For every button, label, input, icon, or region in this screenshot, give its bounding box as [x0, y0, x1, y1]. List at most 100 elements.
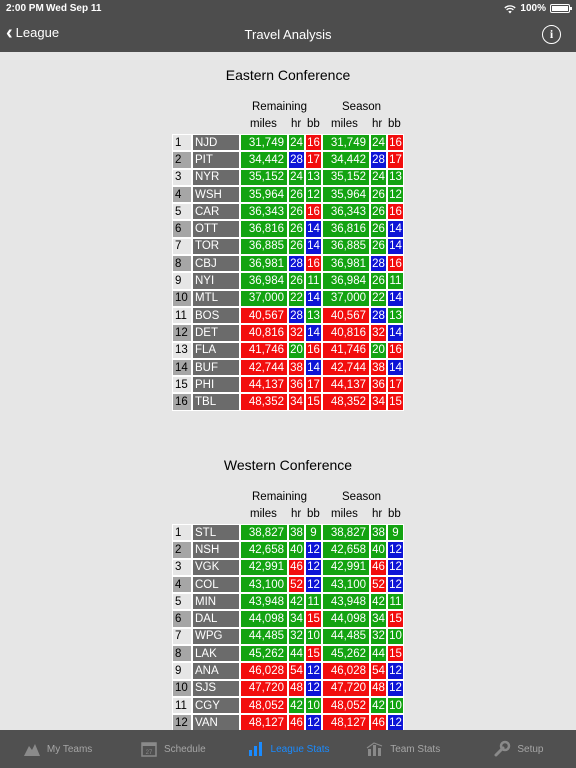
season-hr-cell: 48 [370, 679, 387, 697]
team-cell: NYI [192, 272, 240, 290]
remaining-miles-cell: 35,152 [240, 168, 288, 186]
header-hr-remaining: hr [291, 508, 302, 520]
remaining-hr-cell: 26 [288, 272, 305, 290]
table-row[interactable]: 10 MTL 37,000 22 14 37,000 22 14 [172, 289, 404, 307]
table-row[interactable]: 2 PIT 34,442 28 17 34,442 28 17 [172, 151, 404, 169]
season-miles-cell: 44,485 [322, 627, 370, 646]
tab-league-stats[interactable]: League Stats [230, 730, 345, 768]
table-row[interactable]: 4 WSH 35,964 26 12 35,964 26 12 [172, 185, 404, 204]
remaining-miles-cell: 36,343 [240, 203, 288, 221]
eastern-table: 1 NJD 31,749 24 16 31,749 24 16 2 PIT 34,442 28 17 34… [172, 134, 404, 411]
season-miles-cell: 34,442 [322, 151, 370, 169]
rank-cell: 8 [172, 645, 192, 663]
season-bb-cell: 16 [387, 203, 404, 221]
rank-cell: 3 [172, 558, 192, 576]
table-row[interactable]: 5 MIN 43,948 42 11 43,948 42 11 [172, 593, 404, 611]
tab-my-teams[interactable]: My Teams [0, 730, 115, 768]
remaining-miles-cell: 40,816 [240, 324, 288, 342]
season-bb-cell: 14 [387, 220, 404, 238]
table-row[interactable]: 12 VAN 48,127 46 12 48,127 46 12 [172, 714, 404, 730]
remaining-hr-cell: 40 [288, 541, 305, 559]
back-button[interactable]: ‹ League [6, 23, 59, 43]
season-bb-cell: 10 [387, 627, 404, 646]
table-row[interactable]: 1 STL 38,827 38 9 38,827 38 9 [172, 524, 404, 542]
season-miles-cell: 36,343 [322, 203, 370, 221]
rank-cell: 10 [172, 289, 192, 307]
remaining-hr-cell: 24 [288, 134, 305, 152]
header-miles-season: miles [331, 508, 358, 520]
table-row[interactable]: 2 NSH 42,658 40 12 42,658 40 12 [172, 541, 404, 559]
season-hr-cell: 20 [370, 341, 387, 359]
team-cell: MIN [192, 593, 240, 611]
remaining-bb-cell: 16 [305, 341, 322, 359]
table-row[interactable]: 5 CAR 36,343 26 16 36,343 26 16 [172, 203, 404, 221]
table-row[interactable]: 8 CBJ 36,981 28 16 36,981 28 16 [172, 255, 404, 273]
rank-cell: 15 [172, 376, 192, 394]
table-row[interactable]: 11 BOS 40,567 28 13 40,567 28 13 [172, 306, 404, 325]
table-row[interactable]: 6 OTT 36,816 26 14 36,816 26 14 [172, 220, 404, 238]
team-cell: CAR [192, 203, 240, 221]
team-cell: DAL [192, 610, 240, 628]
team-cell: FLA [192, 341, 240, 359]
header-bb-remaining: bb [307, 118, 320, 130]
remaining-miles-cell: 43,948 [240, 593, 288, 611]
season-miles-cell: 47,720 [322, 679, 370, 697]
table-row[interactable]: 3 VGK 42,991 46 12 42,991 46 12 [172, 558, 404, 576]
table-row[interactable]: 10 SJS 47,720 48 12 47,720 48 12 [172, 679, 404, 697]
remaining-hr-cell: 38 [288, 358, 305, 377]
table-row[interactable]: 14 BUF 42,744 38 14 42,744 38 14 [172, 358, 404, 377]
rank-cell: 3 [172, 168, 192, 186]
header-hr-season: hr [372, 118, 383, 130]
season-miles-cell: 31,749 [322, 134, 370, 152]
table-row[interactable]: 7 TOR 36,885 26 14 36,885 26 14 [172, 237, 404, 256]
table-row[interactable]: 13 FLA 41,746 20 16 41,746 20 16 [172, 341, 404, 359]
remaining-bb-cell: 14 [305, 289, 322, 307]
season-hr-cell: 28 [370, 151, 387, 169]
remaining-bb-cell: 13 [305, 306, 322, 325]
remaining-hr-cell: 46 [288, 558, 305, 576]
remaining-bb-cell: 16 [305, 255, 322, 273]
season-hr-cell: 22 [370, 289, 387, 307]
table-row[interactable]: 3 NYR 35,152 24 13 35,152 24 13 [172, 168, 404, 186]
table-row[interactable]: 1 NJD 31,749 24 16 31,749 24 16 [172, 134, 404, 152]
remaining-miles-cell: 35,964 [240, 185, 288, 204]
season-bb-cell: 12 [387, 185, 404, 204]
remaining-miles-cell: 36,885 [240, 237, 288, 256]
wifi-icon [504, 4, 517, 13]
western-table: 1 STL 38,827 38 9 38,827 38 9 2 NSH 42,658 40 12 42,6… [172, 524, 404, 730]
tab-schedule[interactable]: 27 Schedule [115, 730, 230, 768]
table-row[interactable]: 8 LAK 45,262 44 15 45,262 44 15 [172, 645, 404, 663]
season-bb-cell: 12 [387, 558, 404, 576]
tab-setup[interactable]: Setup [461, 730, 576, 768]
table-row[interactable]: 6 DAL 44,098 34 15 44,098 34 15 [172, 610, 404, 628]
travel-analysis-content[interactable]: Eastern Conference Remaining Season mile… [0, 52, 576, 730]
rank-cell: 5 [172, 203, 192, 221]
rank-cell: 11 [172, 696, 192, 715]
table-row[interactable]: 12 DET 40,816 32 14 40,816 32 14 [172, 324, 404, 342]
remaining-miles-cell: 47,720 [240, 679, 288, 697]
table-row[interactable]: 4 COL 43,100 52 12 43,100 52 12 [172, 575, 404, 594]
tab-team-stats[interactable]: Team Stats [346, 730, 461, 768]
remaining-miles-cell: 44,098 [240, 610, 288, 628]
remaining-bb-cell: 14 [305, 220, 322, 238]
table-row[interactable]: 11 CGY 48,052 42 10 48,052 42 10 [172, 696, 404, 715]
western-conference-title: Western Conference [223, 457, 353, 473]
table-row[interactable]: 7 WPG 44,485 32 10 44,485 32 10 [172, 627, 404, 646]
remaining-hr-cell: 28 [288, 255, 305, 273]
table-row[interactable]: 9 ANA 46,028 54 12 46,028 54 12 [172, 662, 404, 680]
tab-bar: My Teams 27 Schedule League Stats Team S… [0, 730, 576, 768]
team-cell: BOS [192, 306, 240, 325]
info-icon[interactable]: i [542, 25, 561, 44]
remaining-miles-cell: 40,567 [240, 306, 288, 325]
remaining-miles-cell: 45,262 [240, 645, 288, 663]
remaining-miles-cell: 36,816 [240, 220, 288, 238]
rank-cell: 8 [172, 255, 192, 273]
table-row[interactable]: 9 NYI 36,984 26 11 36,984 26 11 [172, 272, 404, 290]
team-stats-icon [366, 742, 383, 756]
status-time: 2:00 PM [6, 3, 44, 14]
remaining-miles-cell: 36,984 [240, 272, 288, 290]
season-bb-cell: 9 [387, 524, 404, 542]
season-hr-cell: 44 [370, 645, 387, 663]
table-row[interactable]: 16 TBL 48,352 34 15 48,352 34 15 [172, 393, 404, 411]
table-row[interactable]: 15 PHI 44,137 36 17 44,137 36 17 [172, 376, 404, 394]
